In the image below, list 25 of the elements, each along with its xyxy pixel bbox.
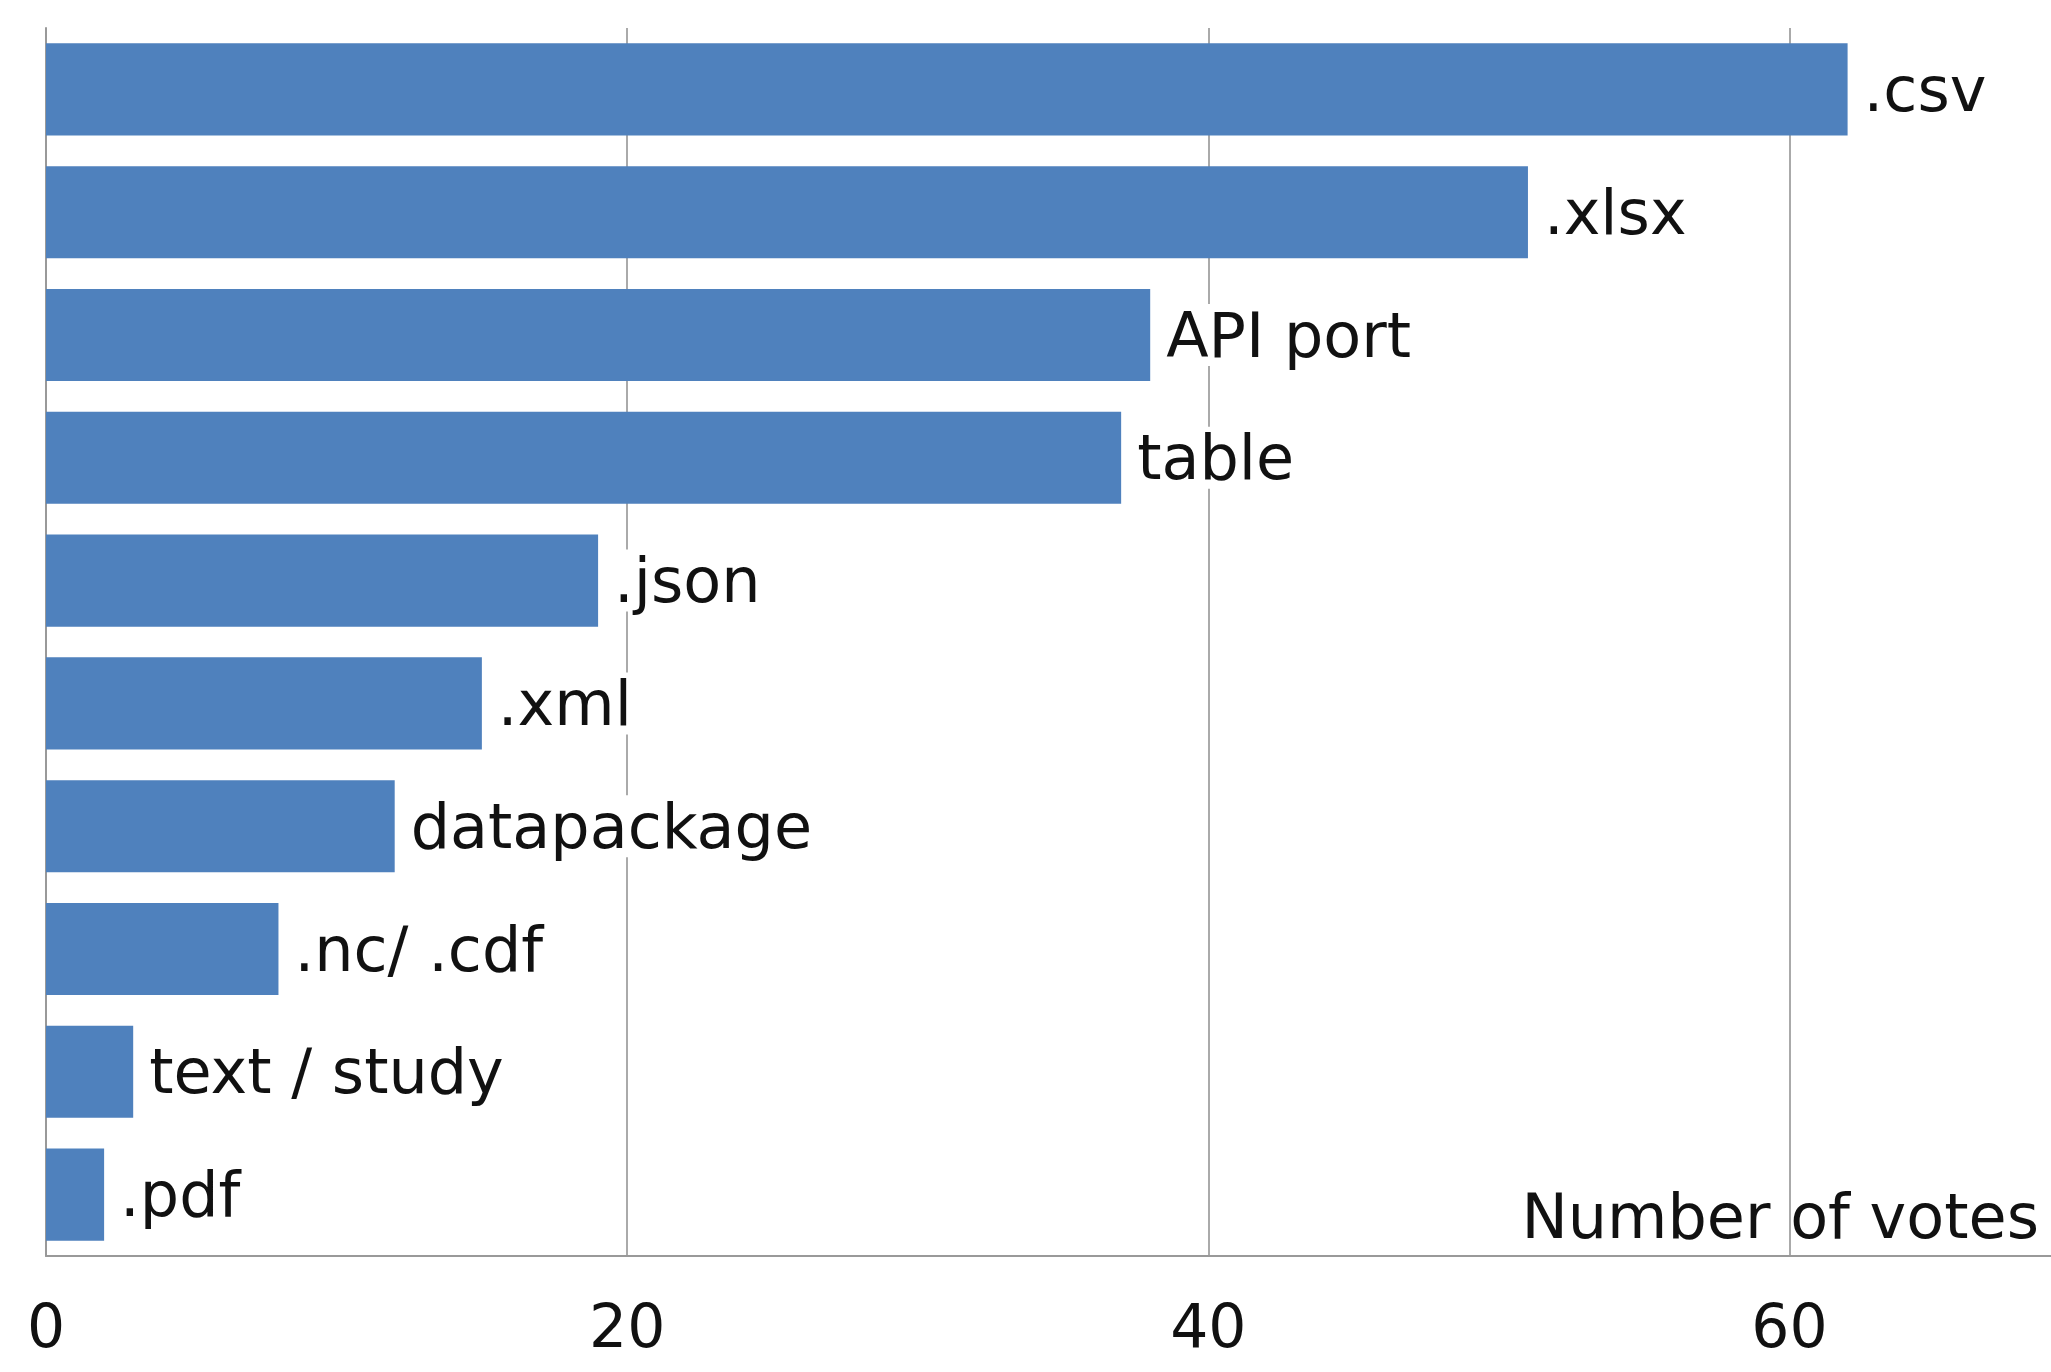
y-tick-label: .csv [1863,52,1987,126]
y-tick-label: .xml [497,666,632,740]
x-axis-title: Number of votes [1521,1179,2040,1253]
x-tick-label: 20 [588,1291,666,1361]
bar [46,411,1122,504]
bar [46,657,482,750]
y-tick-label: .pdf [120,1158,243,1232]
x-tick-label: 60 [1751,1291,1828,1361]
y-tick-label: text / study [149,1035,504,1109]
y-tick-label: .xlsx [1543,175,1687,249]
bar [46,1025,134,1118]
x-tick-label: 40 [1170,1291,1247,1361]
bar [46,1148,105,1241]
y-tick-label: table [1137,421,1295,495]
bar [46,780,395,873]
y-tick-label: API port [1166,298,1412,372]
bar [46,166,1528,259]
bar [46,902,279,996]
y-tick-label: datapackage [410,789,813,863]
x-tick-label: 0 [26,1291,66,1361]
bar [46,43,1848,136]
bar [46,534,599,627]
y-tick-label: .json [614,544,761,618]
y-tick-label: .nc/ .cdf [294,912,546,986]
bar [46,288,1151,382]
